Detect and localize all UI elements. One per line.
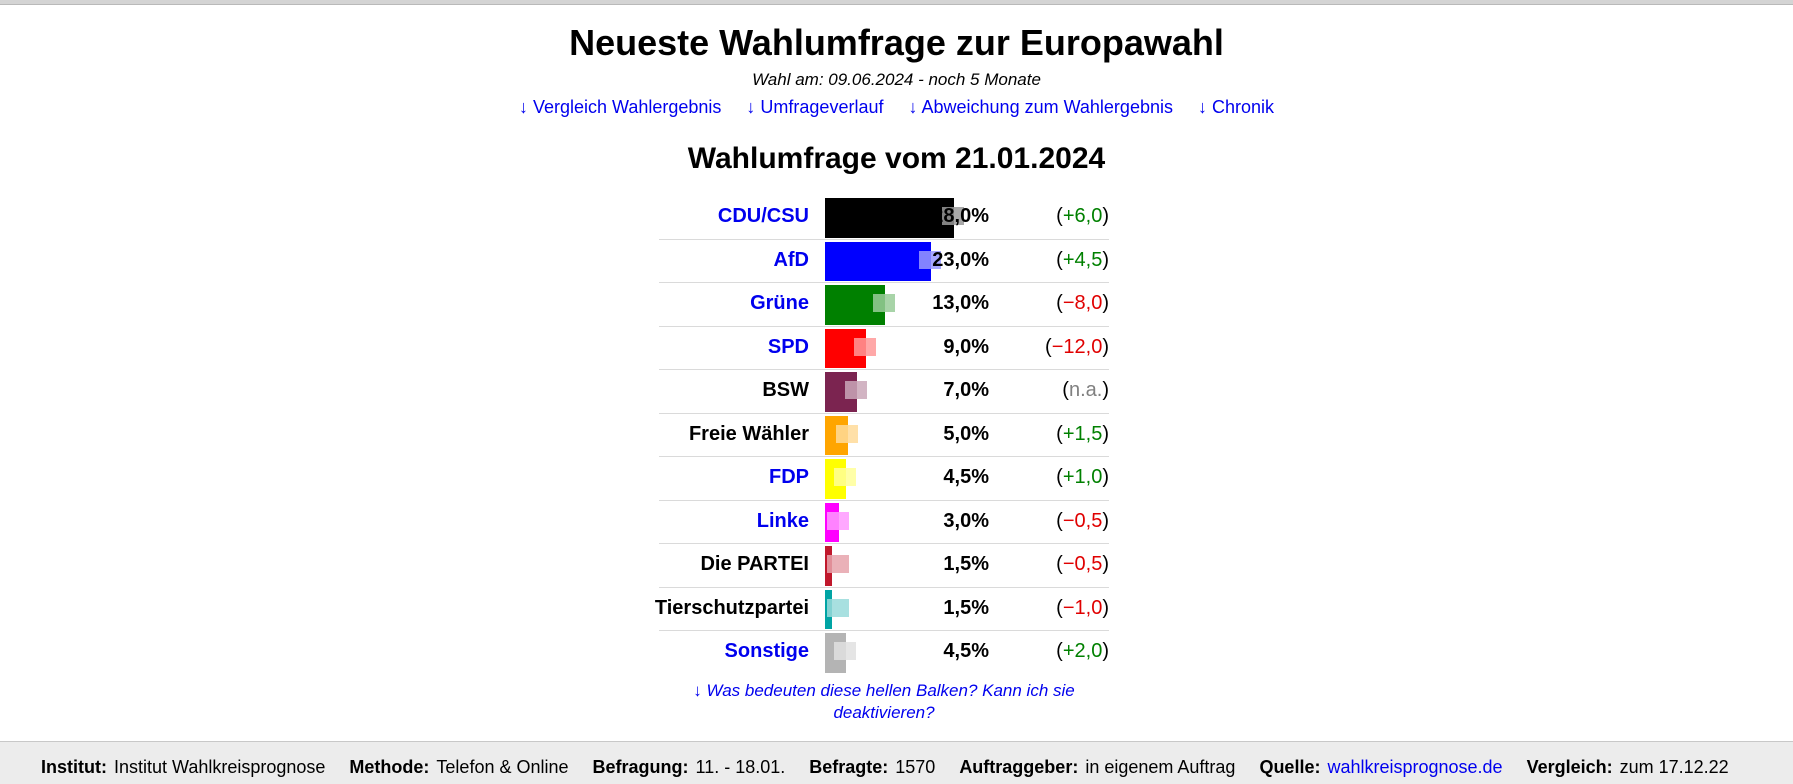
party-label-tierschutzpartei: Tierschutzpartei xyxy=(654,596,809,619)
row-separator xyxy=(659,238,1109,240)
row-separator xyxy=(659,369,1109,370)
footer-key: Auftraggeber: xyxy=(959,757,1079,777)
value-label-bsw: 7,0% xyxy=(943,379,989,401)
change-label-grüne: (−8,0) xyxy=(1056,292,1109,314)
party-label-bsw: BSW xyxy=(762,379,809,401)
party-label-cdu-csu[interactable]: CDU/CSU xyxy=(717,205,809,227)
ghost-bar-freie-wähler xyxy=(836,424,858,443)
footer-key: Methode: xyxy=(349,757,430,777)
poll-info-footer: Institut: Institut Wahlkreisprognose Metho… xyxy=(0,741,1793,784)
party-label-die-partei: Die PARTEI xyxy=(700,553,809,575)
link-abweichung[interactable]: ↓ Abweichung zum Wahlergebnis xyxy=(908,97,1173,117)
footer-key: Quelle: xyxy=(1259,757,1321,777)
footer-item-institut: Institut: Institut Wahlkreisprognose xyxy=(41,757,325,778)
link-vergleich-wahlergebnis[interactable]: ↓ Vergleich Wahlergebnis xyxy=(518,97,722,117)
change-label-linke: (−0,5) xyxy=(1056,509,1109,532)
footer-item-auftraggeber: Auftraggeber: in eigenem Auftrag xyxy=(959,757,1235,778)
footer-value: 11. - 18.01. xyxy=(695,757,786,777)
footer-item-befragte: Befragte: 1570 xyxy=(809,757,935,778)
footer-item-befragung: Befragung: 11. - 18.01. xyxy=(593,757,786,778)
change-label-fdp: (+1,0) xyxy=(1056,466,1109,488)
value-label-spd: 9,0% xyxy=(943,335,989,358)
change-label-die-partei: (−0,5) xyxy=(1056,553,1109,575)
footer-key: Befragte: xyxy=(809,757,889,777)
row-separator xyxy=(659,456,1109,457)
change-label-bsw: (n.a.) xyxy=(1062,379,1109,401)
row-separator xyxy=(659,543,1109,544)
footer-key: Vergleich: xyxy=(1526,757,1613,777)
footer-item-vergleich: Vergleich: zum 17.12.22 xyxy=(1527,757,1729,778)
change-label-freie-wähler: (+1,5) xyxy=(1056,422,1109,445)
footer-value: 1570 xyxy=(895,757,936,777)
footer-item-quelle: Quelle: wahlkreisprognose.de xyxy=(1259,757,1502,778)
footer-key: Institut: xyxy=(41,757,107,777)
ghost-bar-spd xyxy=(854,337,877,356)
bar-cdu-csu xyxy=(825,198,954,238)
value-label-grüne: 13,0% xyxy=(932,292,989,314)
poll-title: Wahlumfrage vom 21.01.2024 xyxy=(687,142,1106,175)
footer-key: Befragung: xyxy=(592,757,689,777)
row-separator xyxy=(659,630,1109,631)
value-label-afd: 23,0% xyxy=(932,248,989,271)
change-label-spd: (−12,0) xyxy=(1045,335,1109,358)
value-label-tierschutzpartei: 1,5% xyxy=(943,596,989,619)
value-label-cdu-csu: 28,0% xyxy=(932,205,989,227)
row-separator xyxy=(659,499,1109,501)
value-label-linke: 3,0% xyxy=(943,509,989,532)
ghost-bar-fdp xyxy=(833,468,856,486)
ghost-bar-bsw xyxy=(845,381,868,399)
party-label-afd[interactable]: AfD xyxy=(773,248,809,271)
election-date: Wahl am: 09.06.2024 - noch 5 Monate xyxy=(752,70,1041,89)
value-label-sonstige: 4,5% xyxy=(943,640,989,662)
source-link[interactable]: wahlkreisprognose.de xyxy=(1327,757,1503,777)
change-label-sonstige: (+2,0) xyxy=(1056,640,1109,662)
top-border xyxy=(0,0,1793,5)
poll-bar-chart: CDU/CSU 28,0% (+6,0) AfD 23,0% (+4,5) Grüne 13,… xyxy=(655,196,1109,674)
party-label-freie-wähler: Freie Wähler xyxy=(688,422,809,445)
link-umfrageverlauf[interactable]: ↓ Umfrageverlauf xyxy=(746,97,884,117)
ghost-bar-afd xyxy=(918,250,941,269)
ghost-bar-linke xyxy=(827,511,849,530)
row-separator xyxy=(659,325,1109,327)
party-label-fdp[interactable]: FDP xyxy=(769,466,809,488)
party-label-linke[interactable]: Linke xyxy=(756,509,809,532)
anchor-links: ↓ Vergleich Wahlergebnis ↓ Umfrageverlau… xyxy=(0,97,1793,118)
value-label-freie-wähler: 5,0% xyxy=(943,422,989,445)
change-label-afd: (+4,5) xyxy=(1056,248,1109,271)
footer-value: in eigenem Auftrag xyxy=(1085,757,1236,777)
party-label-sonstige[interactable]: Sonstige xyxy=(724,640,809,662)
footer-item-methode: Methode: Telefon & Online xyxy=(349,757,568,778)
footer-items: Institut: Institut Wahlkreisprognose Metho… xyxy=(41,757,1753,778)
change-label-cdu-csu: (+6,0) xyxy=(1056,205,1109,227)
ghost-bar-help-link[interactable]: ↓ Was bedeuten diese hellen Balken? Kann… xyxy=(693,681,1075,722)
change-label-tierschutzpartei: (−1,0) xyxy=(1056,596,1109,619)
ghost-bar-grüne xyxy=(872,294,895,312)
value-label-die-partei: 1,5% xyxy=(943,553,989,575)
ghost-bar-sonstige xyxy=(833,642,856,660)
page-title: Neueste Wahlumfrage zur Europawahl xyxy=(569,22,1224,63)
party-label-grüne[interactable]: Grüne xyxy=(750,292,809,314)
ghost-bar-die-partei xyxy=(827,555,849,573)
link-chronik[interactable]: ↓ Chronik xyxy=(1198,97,1275,117)
ghost-bar-tierschutzpartei xyxy=(827,598,849,617)
party-label-spd[interactable]: SPD xyxy=(767,335,809,358)
footer-value: Telefon & Online xyxy=(436,757,569,777)
row-separator xyxy=(659,412,1109,414)
footer-value: Institut Wahlkreisprognose xyxy=(113,757,326,777)
row-separator xyxy=(659,282,1109,283)
ghost-bar-cdu-csu xyxy=(941,207,964,225)
row-separator xyxy=(659,586,1109,588)
footer-value: zum 17.12.22 xyxy=(1619,757,1729,777)
bar-afd xyxy=(825,241,931,281)
value-label-fdp: 4,5% xyxy=(943,466,989,488)
